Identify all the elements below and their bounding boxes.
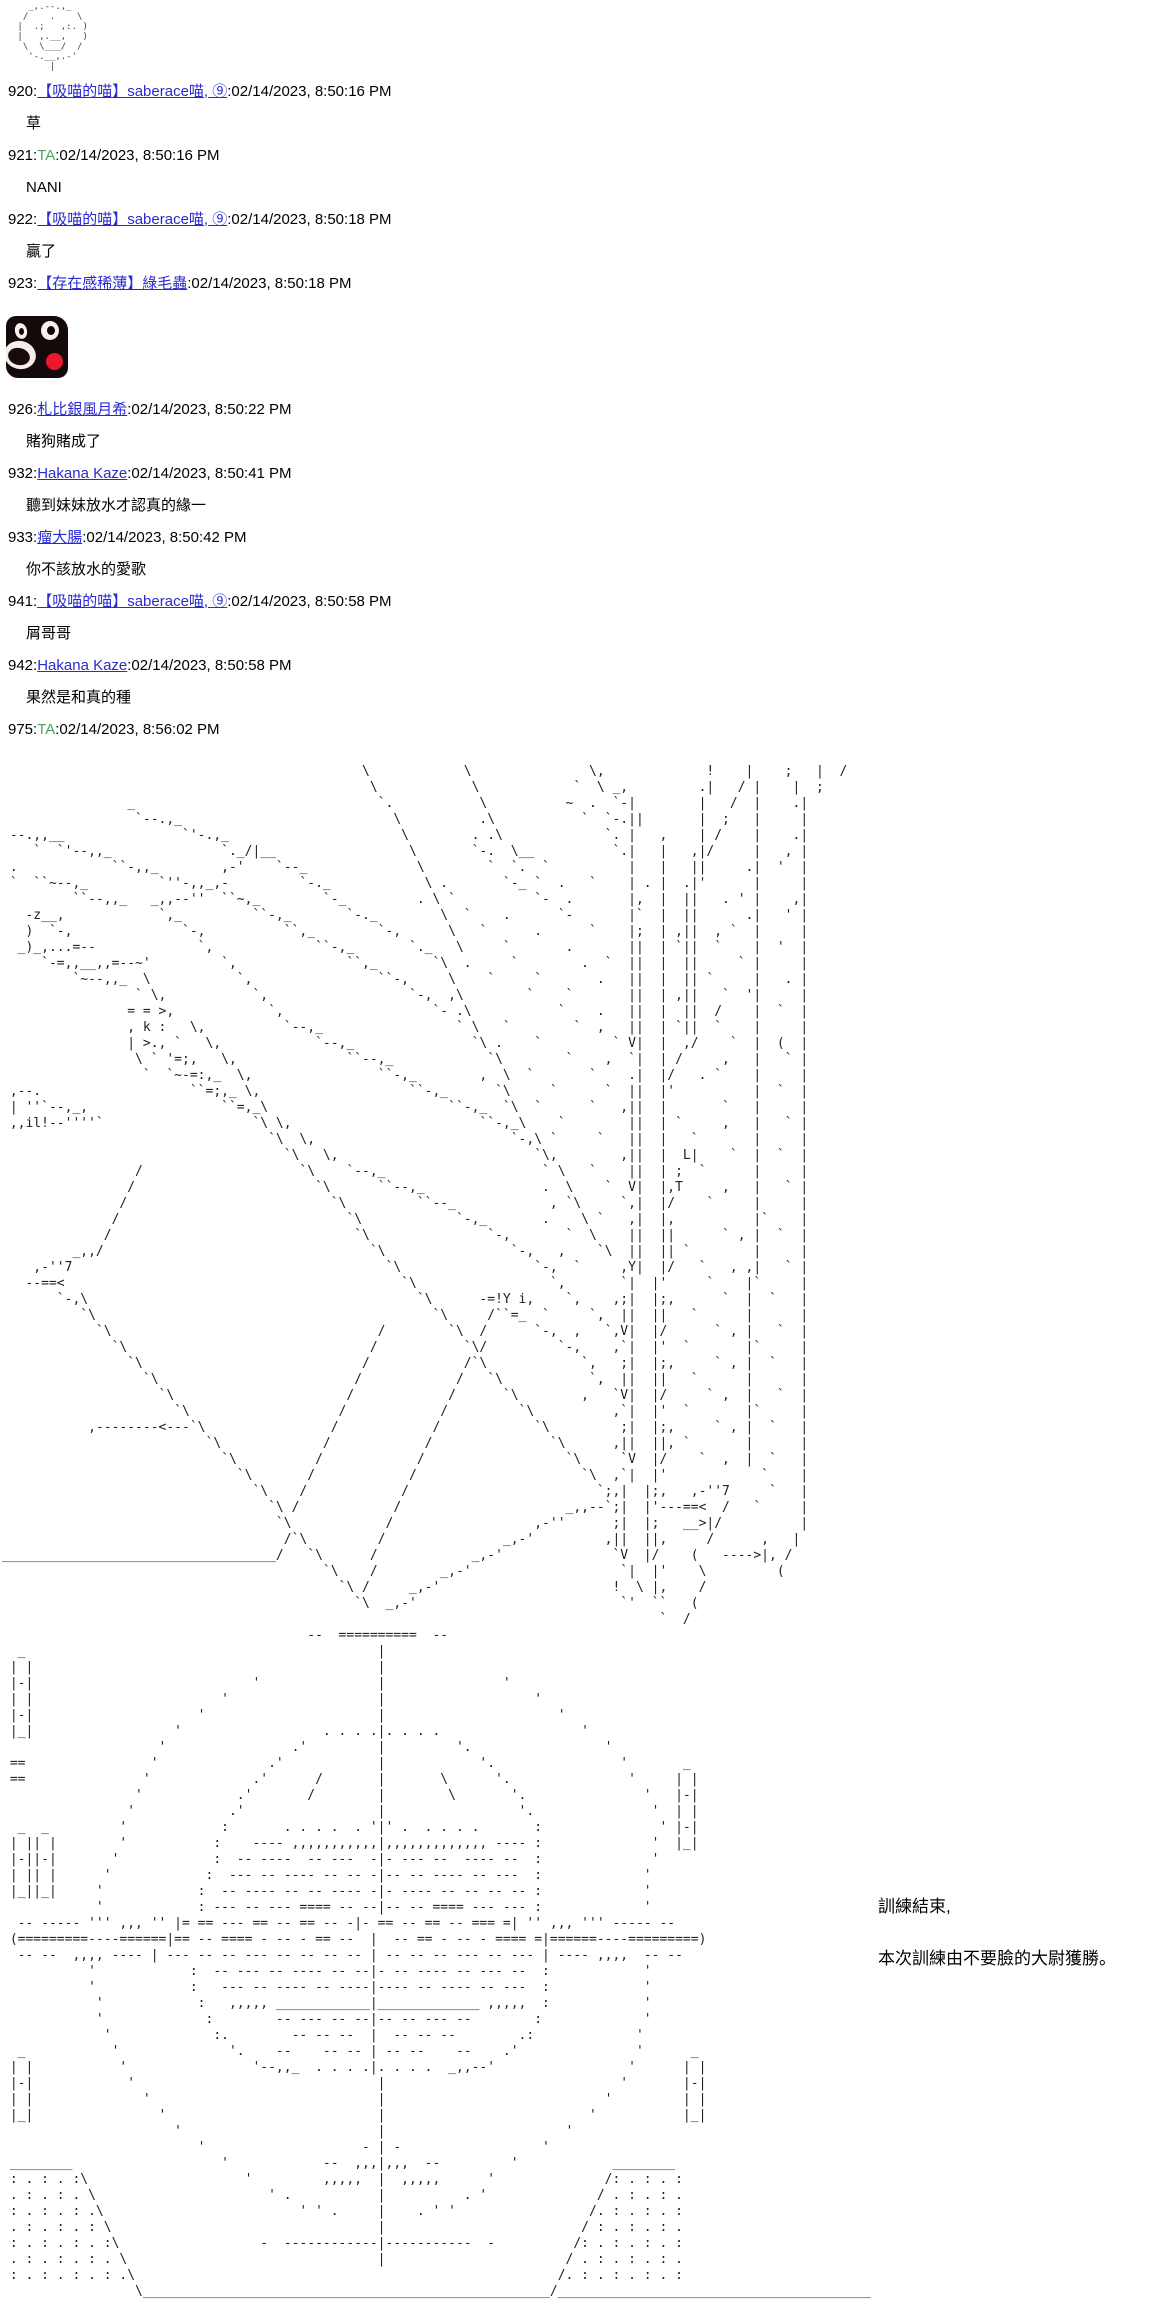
post-number: 920: bbox=[8, 83, 38, 100]
post-number: 942: bbox=[8, 657, 38, 674]
caption-line-2: 本次訓練由不要臉的大尉獲勝。 bbox=[878, 1949, 1116, 1968]
post-number: 926: bbox=[8, 401, 38, 418]
post-author-link[interactable]: 【吸喵的喵】saberace喵, ⑨ bbox=[37, 83, 228, 100]
kumamon-left-pupil bbox=[19, 328, 24, 335]
post-timestamp: :02/14/2023, 8:50:18 PM bbox=[227, 211, 392, 228]
post-header: 932:Hakana Kaze:02/14/2023, 8:50:41 PM bbox=[8, 466, 1170, 482]
post-timestamp: :02/14/2023, 8:50:16 PM bbox=[55, 147, 220, 164]
ascii-art-action-scene: \ \ \, ! | ; | / \ \ ` \ _, .| / | | ; _ bbox=[2, 764, 848, 1627]
kumamon-red-cheek bbox=[46, 353, 63, 370]
post-body: 果然是和真的種 bbox=[26, 689, 132, 706]
post-header: 926:札比銀風月希:02/14/2023, 8:50:22 PM bbox=[8, 402, 1170, 418]
post-author-link[interactable]: 【存在感稀薄】綠毛蟲 bbox=[37, 275, 188, 292]
ascii-art-arena-scene: -- ========== -- _ | | | | |-| ' | ' | | bbox=[9, 1628, 871, 2299]
post-number: 922: bbox=[8, 211, 38, 228]
post-header: 921:TA:02/14/2023, 8:50:16 PM bbox=[8, 148, 1170, 164]
post-body: 贏了 bbox=[26, 243, 57, 260]
post-author-link[interactable]: 【吸喵的喵】saberace喵, ⑨ bbox=[37, 593, 228, 610]
post-author: TA bbox=[37, 721, 56, 738]
post-author-link[interactable]: Hakana Kaze bbox=[37, 657, 128, 674]
post-timestamp: :02/14/2023, 8:56:02 PM bbox=[55, 721, 220, 738]
caption-line-1: 訓練結束, bbox=[878, 1897, 951, 1916]
post-number: 921: bbox=[8, 147, 38, 164]
post-timestamp: :02/14/2023, 8:50:22 PM bbox=[127, 401, 292, 418]
post-number: 975: bbox=[8, 721, 38, 738]
post-timestamp: :02/14/2023, 8:50:42 PM bbox=[82, 529, 247, 546]
post-author-link[interactable]: 札比銀風月希 bbox=[37, 401, 128, 418]
post-author-link[interactable]: Hakana Kaze bbox=[37, 465, 128, 482]
post-header: 922:【吸喵的喵】saberace喵, ⑨:02/14/2023, 8:50:… bbox=[8, 212, 1170, 228]
post-list: 920:【吸喵的喵】saberace喵, ⑨:02/14/2023, 8:50:… bbox=[0, 84, 1170, 754]
kumamon-avatar bbox=[6, 316, 68, 378]
kumamon-right-pupil bbox=[47, 326, 55, 335]
post-header: 942:Hakana Kaze:02/14/2023, 8:50:58 PM bbox=[8, 658, 1170, 674]
post-body: 你不該放水的愛歌 bbox=[26, 561, 147, 578]
post-number: 933: bbox=[8, 529, 38, 546]
post-timestamp: :02/14/2023, 8:50:58 PM bbox=[227, 593, 392, 610]
post-number: 941: bbox=[8, 593, 38, 610]
narration-caption: 訓練結束, 本次訓練由不要臉的大尉獲勝。 bbox=[878, 1892, 1116, 1969]
post-body: 草 bbox=[26, 115, 42, 132]
post-timestamp: :02/14/2023, 8:50:16 PM bbox=[227, 83, 392, 100]
post-number: 923: bbox=[8, 275, 38, 292]
post-header: 941:【吸喵的喵】saberace喵, ⑨:02/14/2023, 8:50:… bbox=[8, 594, 1170, 610]
post-body: NANI bbox=[26, 179, 62, 196]
post-header: 920:【吸喵的喵】saberace喵, ⑨:02/14/2023, 8:50:… bbox=[8, 84, 1170, 100]
post-number: 932: bbox=[8, 465, 38, 482]
post-author-link[interactable]: 【吸喵的喵】saberace喵, ⑨ bbox=[37, 211, 228, 228]
post-body: 賭狗賭成了 bbox=[26, 433, 102, 450]
post-header: 975:TA:02/14/2023, 8:56:02 PM bbox=[8, 722, 1170, 738]
post-header: 923:【存在感稀薄】綠毛蟲:02/14/2023, 8:50:18 PM bbox=[8, 276, 1170, 292]
post-timestamp: :02/14/2023, 8:50:41 PM bbox=[127, 465, 292, 482]
post-timestamp: :02/14/2023, 8:50:58 PM bbox=[127, 657, 292, 674]
post-header: 933:瘤大腸:02/14/2023, 8:50:42 PM bbox=[8, 530, 1170, 546]
post-body: 聽到妹妹放水才認真的緣一 bbox=[26, 497, 207, 514]
post-body: 屑哥哥 bbox=[26, 625, 72, 642]
post-timestamp: :02/14/2023, 8:50:18 PM bbox=[187, 275, 352, 292]
post-author: TA bbox=[37, 147, 56, 164]
poster-face-ascii-avatar: _,.--.,_ / . \ | .; ,:. ) | ,.__, ) \ \_… bbox=[17, 2, 88, 72]
post-author-link[interactable]: 瘤大腸 bbox=[37, 529, 83, 546]
